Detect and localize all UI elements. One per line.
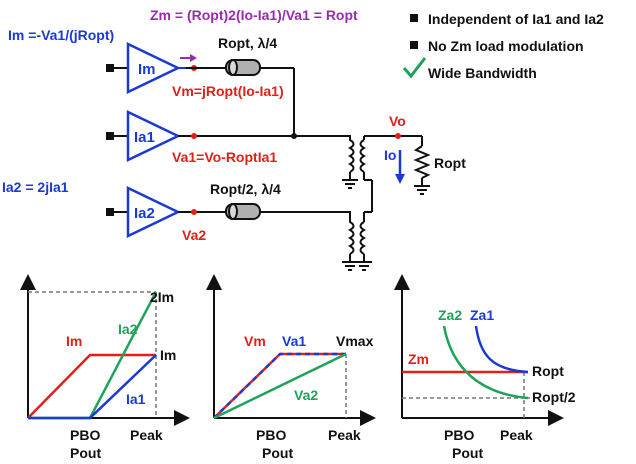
io-arrow-head — [395, 174, 405, 184]
plot1-xlabel: Pout — [70, 445, 101, 461]
plot2-label-vmax: Vmax — [336, 333, 374, 349]
plot1-label-ia2: Ia2 — [118, 321, 138, 337]
plot3-tick-peak: Peak — [500, 427, 533, 443]
plot3-label-zm: Zm — [408, 351, 429, 367]
amp-a2-triangle — [126, 186, 181, 238]
plot3-tick-pbo: PBO — [444, 427, 474, 443]
eq-zm: Zm = (Ropt)2(Io-Ia1)/Va1 = Ropt — [150, 7, 358, 23]
legend-item-2: No Zm load modulation — [428, 38, 584, 54]
node-va1 — [191, 133, 197, 139]
input-port-a2 — [106, 208, 114, 216]
junction-dot — [291, 133, 297, 139]
amp-a1-triangle — [126, 110, 181, 162]
amp-a2-label: Ia2 — [134, 205, 155, 222]
input-port-m — [106, 64, 114, 72]
plot2-tick-peak: Peak — [328, 427, 361, 443]
plot3-xlabel: Pout — [452, 445, 483, 461]
plot3-label-ropt: Ropt — [532, 363, 564, 379]
plot2-tick-pbo: PBO — [256, 427, 286, 443]
square-bullet-icon — [410, 41, 418, 49]
node-va2 — [191, 209, 197, 215]
plot-1: 2Im Ia2 Im Im Ia1 PBO Peak Pout — [20, 274, 190, 461]
legend-item-1: Independent of Ia1 and Ia2 — [428, 11, 604, 27]
tl2-label: Ropt/2, λ/4 — [210, 181, 281, 197]
plot1-series-im — [27, 353, 156, 419]
legend-check: Wide Bandwidth — [428, 65, 537, 81]
plot2-label-va1: Va1 — [282, 333, 306, 349]
square-bullet-icon — [410, 14, 418, 22]
transformer-2 — [340, 211, 372, 271]
plot3-series-za1 — [474, 325, 529, 374]
plot2-label-vm: Vm — [244, 333, 266, 349]
plot1-tick-pbo: PBO — [70, 427, 100, 443]
plot3-label-za1: Za1 — [470, 307, 494, 323]
plot3-label-ropt2: Ropt/2 — [532, 389, 576, 405]
plot-3: Za2 Za1 Zm Ropt Ropt/2 PBO Peak Pout — [394, 274, 576, 461]
eq-im: Im =-Va1/(jRopt) — [8, 27, 114, 43]
rload-label: Ropt — [434, 155, 466, 171]
plot1-label-top: 2Im — [150, 289, 174, 305]
plot1-tick-peak: Peak — [130, 427, 163, 443]
amp-m-triangle — [126, 42, 181, 94]
zm-arrow-head — [190, 54, 197, 62]
vo-label: Vo — [389, 113, 406, 129]
tl1-cap — [228, 59, 238, 76]
io-label: Io — [384, 147, 396, 163]
transformer-1 — [340, 135, 422, 212]
plot2-series-va2 — [213, 352, 347, 420]
plot1-label-im-right: Im — [160, 347, 176, 363]
plot2-label-va2: Va2 — [294, 387, 318, 403]
amp-a1-label: Ia1 — [134, 129, 155, 146]
plot2-series-va1 — [213, 352, 346, 419]
plot1-series-ia1 — [28, 354, 157, 420]
schematic — [106, 42, 431, 271]
tl2-cap — [228, 203, 238, 220]
resistor-ropt — [413, 145, 431, 179]
va1-label: Va1=Vo-RoptIa1 — [172, 149, 277, 165]
legend: Independent of Ia1 and Ia2 No Zm load mo… — [402, 11, 604, 81]
amp-m-label: Im — [138, 61, 156, 78]
va2-label: Va2 — [182, 227, 206, 243]
input-port-a1 — [106, 132, 114, 140]
check-icon — [402, 57, 427, 79]
plot3-label-za2: Za2 — [438, 307, 462, 323]
plot2-xlabel: Pout — [262, 445, 293, 461]
plot1-label-im: Im — [66, 333, 82, 349]
node-vo — [395, 133, 401, 139]
eq-ia2: Ia2 = 2jIa1 — [2, 179, 69, 195]
vm-label: Vm=jRopt(Io-Ia1) — [172, 83, 284, 99]
plot1-label-ia1: Ia1 — [126, 391, 146, 407]
plot-2: Vm Va1 Vmax Va2 PBO Peak Pout — [206, 274, 376, 461]
plot3-series-za2 — [442, 325, 529, 400]
tl1-label: Ropt, λ/4 — [218, 35, 277, 51]
